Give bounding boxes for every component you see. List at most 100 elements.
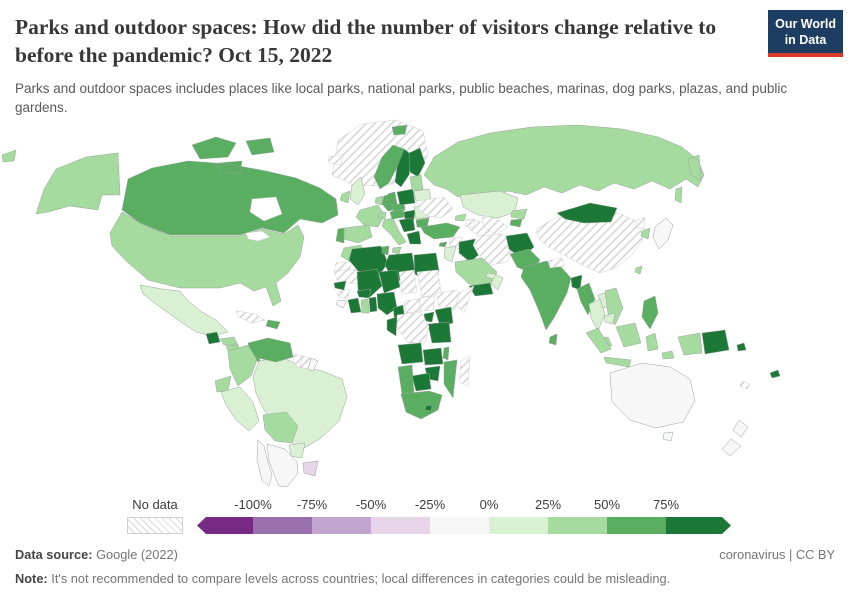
license-text[interactable]: coronavirus | CC BY	[719, 547, 835, 562]
country-benin[interactable]	[368, 296, 378, 313]
country-french-guiana[interactable]	[307, 357, 319, 372]
country-senegal[interactable]	[333, 280, 347, 291]
country-georgia[interactable]	[454, 213, 467, 222]
no-data-swatch[interactable]	[127, 517, 183, 534]
country-ethiopia[interactable]	[435, 289, 463, 314]
country-argentina[interactable]	[266, 443, 299, 488]
country-united-arab-emirates[interactable]	[485, 272, 497, 280]
country-cambodia[interactable]	[603, 312, 616, 325]
country-iceland[interactable]	[327, 153, 344, 166]
country-jordan[interactable]	[443, 245, 457, 263]
country-zambia[interactable]	[422, 347, 444, 366]
country-kenya[interactable]	[434, 306, 454, 327]
country-australia[interactable]	[609, 362, 696, 442]
country-madagascar[interactable]	[458, 355, 471, 387]
legend-segment[interactable]	[253, 517, 312, 534]
country-yemen[interactable]	[468, 282, 494, 297]
country-ireland[interactable]	[339, 190, 351, 204]
country-colombia[interactable]	[227, 344, 258, 387]
country-united-kingdom[interactable]	[349, 176, 366, 206]
country-kazakhstan[interactable]	[459, 190, 519, 219]
country-central-african-republic[interactable]	[403, 298, 422, 314]
country-democratic-republic-of-congo[interactable]	[396, 311, 430, 344]
legend-segment[interactable]	[548, 517, 607, 534]
country-indonesia[interactable]	[585, 322, 675, 368]
country-new-caledonia[interactable]	[739, 380, 751, 390]
country-russia[interactable]	[423, 124, 705, 204]
country-japan[interactable]	[652, 217, 674, 250]
country-honduras[interactable]	[219, 336, 239, 346]
country-turkey[interactable]	[420, 222, 461, 240]
country-oman[interactable]	[490, 273, 504, 291]
country-united-states-alaska[interactable]	[35, 152, 121, 215]
country-niger[interactable]	[378, 269, 401, 294]
country-tunisia[interactable]	[381, 245, 390, 256]
country-cyprus[interactable]	[438, 241, 448, 248]
legend-segment[interactable]	[489, 517, 548, 534]
country-papua-new-guinea[interactable]	[701, 329, 730, 355]
country-cote-divoire[interactable]	[347, 297, 362, 314]
country-somalia[interactable]	[455, 285, 475, 314]
country-nigeria[interactable]	[376, 291, 398, 316]
country-brazil[interactable]	[252, 356, 348, 451]
country-chad[interactable]	[398, 269, 418, 295]
country-kyrgyzstan[interactable]	[510, 208, 528, 220]
country-portugal[interactable]	[335, 227, 345, 244]
country-tanzania[interactable]	[427, 321, 452, 344]
country-botswana[interactable]	[411, 372, 432, 392]
country-angola[interactable]	[397, 342, 424, 365]
country-bolivia[interactable]	[262, 411, 299, 444]
country-netherlands[interactable]	[374, 195, 384, 206]
country-mauritania[interactable]	[333, 268, 361, 285]
country-serbia[interactable]	[398, 217, 416, 233]
country-paraguay[interactable]	[288, 442, 306, 459]
country-mozambique[interactable]	[443, 359, 458, 399]
country-thailand[interactable]	[588, 298, 606, 332]
country-uzbekistan[interactable]	[481, 214, 509, 236]
country-taiwan[interactable]	[634, 265, 643, 275]
country-chile[interactable]	[256, 439, 273, 487]
country-peru[interactable]	[220, 386, 260, 432]
country-greece[interactable]	[406, 230, 422, 245]
country-poland[interactable]	[396, 188, 416, 206]
country-tajikistan[interactable]	[509, 218, 523, 228]
country-finland[interactable]	[408, 147, 426, 178]
country-cuba[interactable]	[235, 310, 266, 324]
country-canada[interactable]	[121, 136, 339, 236]
country-ukraine[interactable]	[416, 196, 454, 219]
country-sweden[interactable]	[394, 148, 413, 188]
country-gabon[interactable]	[386, 316, 398, 337]
country-south-sudan[interactable]	[418, 295, 436, 312]
country-indonesia-papua[interactable]	[677, 332, 703, 356]
country-india[interactable]	[520, 260, 572, 331]
owid-logo[interactable]: Our World in Data	[768, 10, 843, 57]
country-south-africa[interactable]	[400, 390, 443, 420]
country-switzerland[interactable]	[377, 211, 387, 220]
legend-segment[interactable]	[312, 517, 371, 534]
country-austria[interactable]	[389, 208, 406, 220]
country-mongolia[interactable]	[556, 202, 618, 224]
country-north-korea[interactable]	[635, 216, 646, 230]
country-azerbaijan[interactable]	[464, 218, 476, 229]
legend-segment[interactable]	[666, 517, 731, 534]
country-norway-svalbard[interactable]	[391, 124, 408, 136]
country-dominican-republic[interactable]	[265, 319, 281, 330]
legend-segment[interactable]	[371, 517, 430, 534]
country-solomon-islands[interactable]	[736, 342, 747, 352]
country-fiji[interactable]	[769, 369, 781, 379]
legend-segment[interactable]	[430, 517, 489, 534]
country-ecuador[interactable]	[214, 375, 232, 393]
country-nepal[interactable]	[547, 257, 565, 269]
country-new-zealand[interactable]	[721, 419, 749, 457]
country-guatemala[interactable]	[205, 331, 221, 345]
legend-segment[interactable]	[607, 517, 666, 534]
country-france[interactable]	[355, 204, 386, 228]
country-sierra-leone[interactable]	[335, 299, 348, 309]
country-namibia[interactable]	[397, 364, 415, 395]
country-sri-lanka[interactable]	[548, 333, 558, 346]
country-philippines[interactable]	[641, 295, 659, 330]
country-burkina-faso[interactable]	[356, 288, 372, 299]
country-uruguay[interactable]	[302, 460, 319, 477]
country-iran[interactable]	[472, 233, 515, 266]
country-guinea[interactable]	[336, 288, 351, 300]
